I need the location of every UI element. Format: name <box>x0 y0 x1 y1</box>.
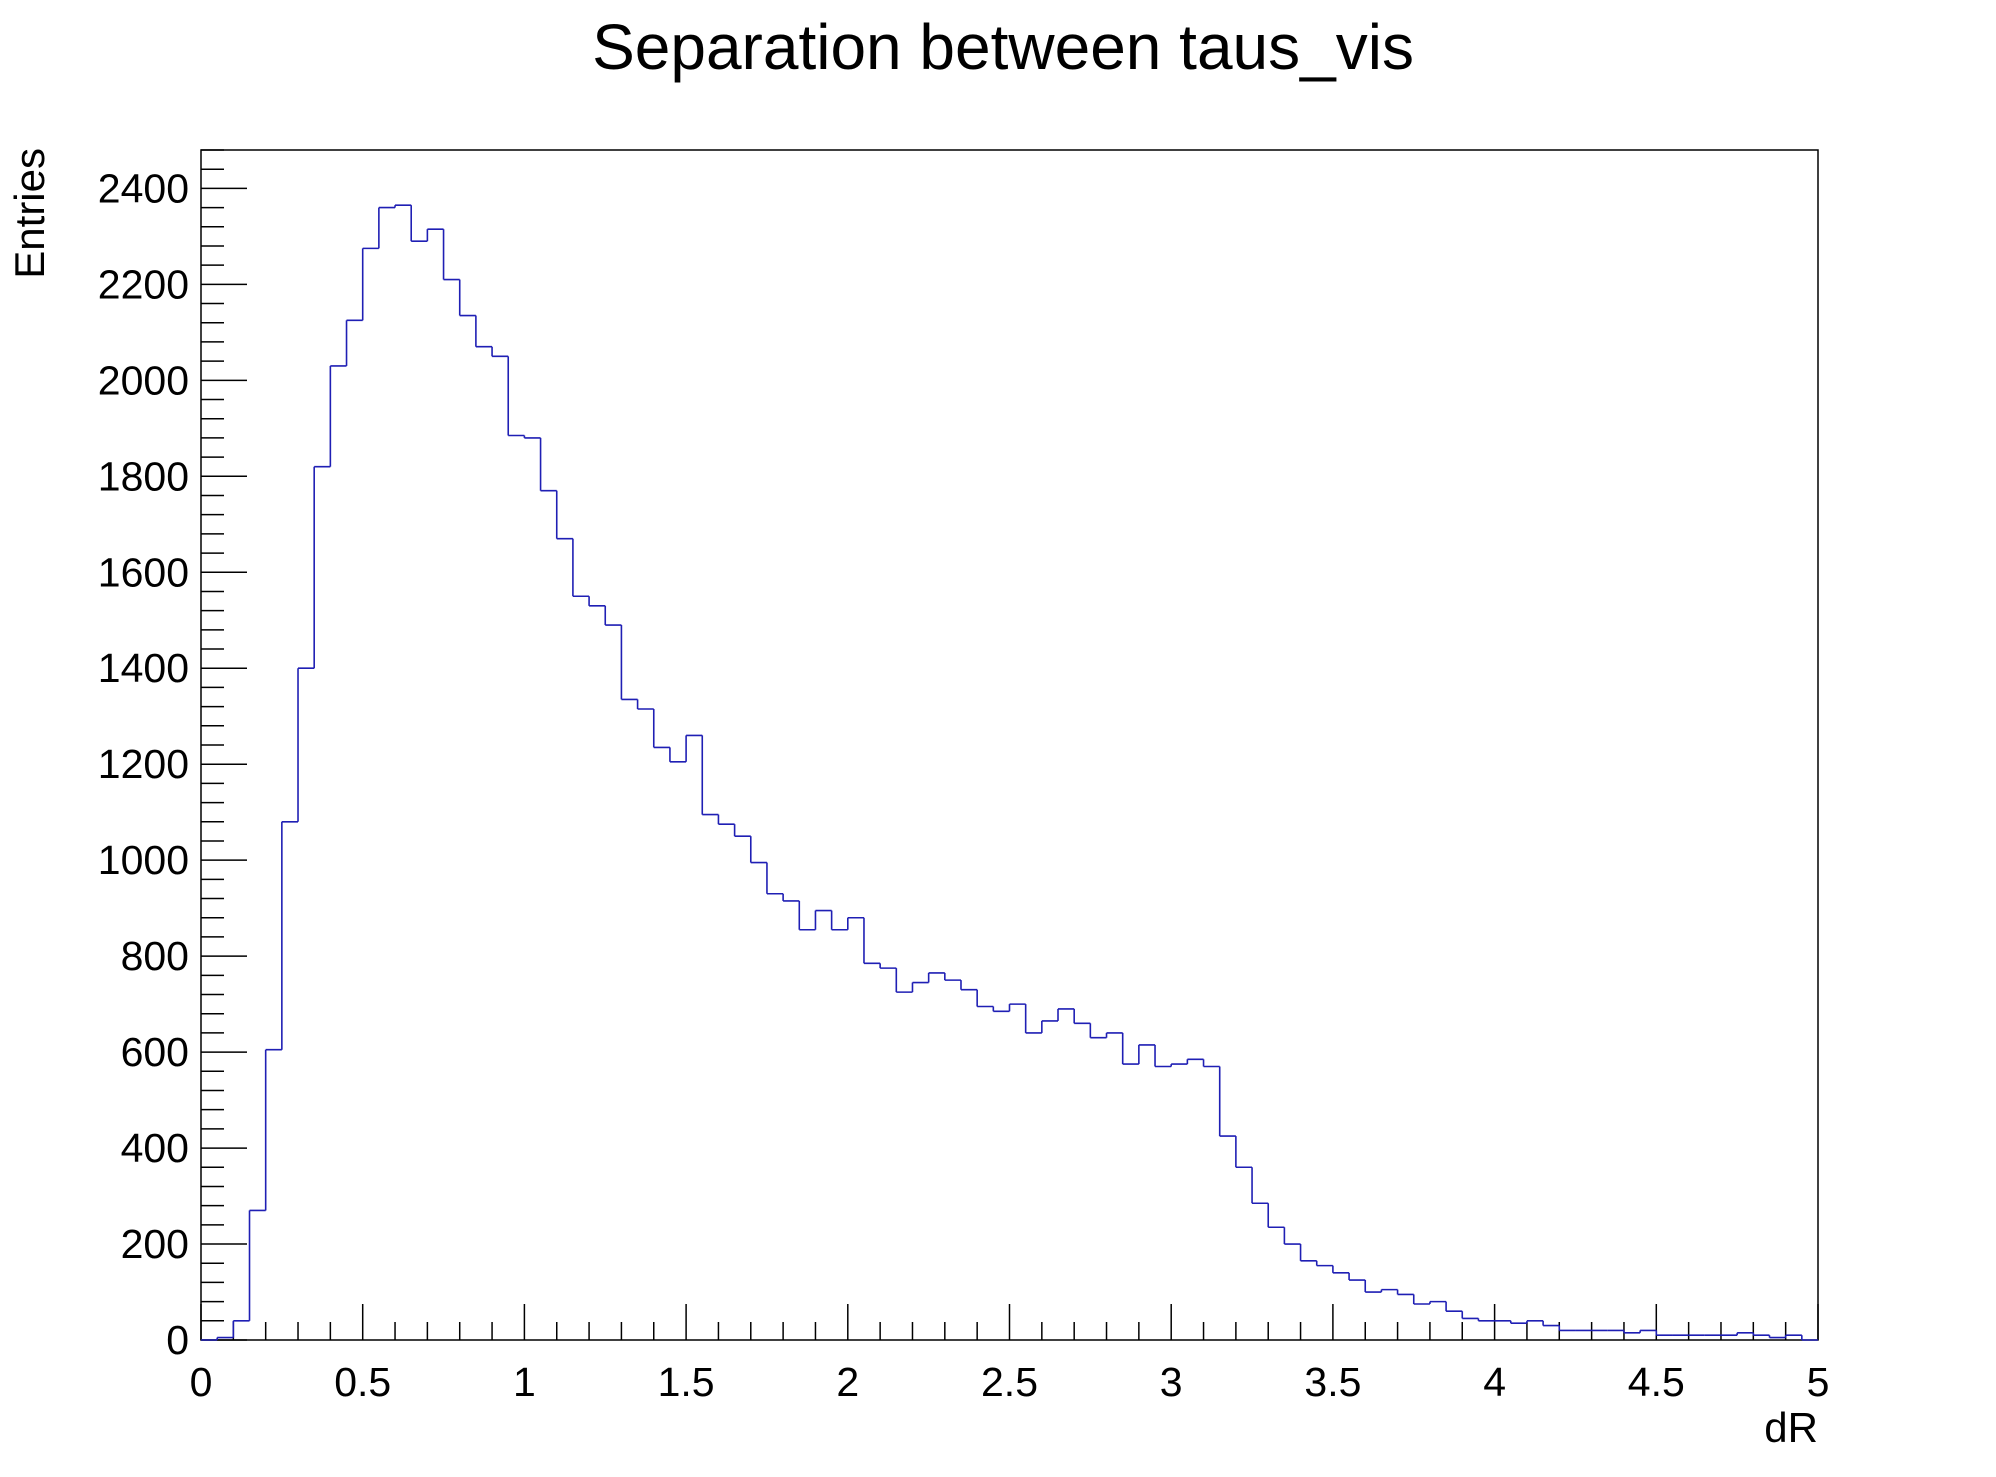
y-axis-ticks <box>201 149 247 1341</box>
x-tick-label: 1 <box>513 1359 536 1405</box>
y-tick-label: 2000 <box>98 357 189 403</box>
y-tick-label: 2200 <box>98 261 189 307</box>
chart-title: Separation between taus_vis <box>592 11 1414 83</box>
x-tick-label: 1.5 <box>658 1359 715 1405</box>
y-tick-label: 1600 <box>98 549 189 595</box>
y-tick-label: 600 <box>121 1029 189 1075</box>
y-axis-label: Entries <box>6 148 53 279</box>
histogram-bins <box>201 204 1818 1341</box>
x-tick-label: 5 <box>1807 1359 1830 1405</box>
y-tick-label: 1000 <box>98 837 189 883</box>
y-tick-label: 800 <box>121 933 189 979</box>
y-tick-label: 1800 <box>98 453 189 499</box>
x-tick-label: 0 <box>190 1359 213 1405</box>
x-axis-tick-labels: 0 0.5 1 1.5 2 2.5 3 3.5 4 4.5 5 <box>190 1359 1830 1405</box>
x-tick-label: 3.5 <box>1304 1359 1361 1405</box>
x-tick-label: 4.5 <box>1628 1359 1685 1405</box>
x-tick-label: 3 <box>1160 1359 1183 1405</box>
x-axis-label: dR <box>1764 1404 1818 1451</box>
y-tick-label: 0 <box>166 1317 189 1363</box>
x-tick-label: 2.5 <box>981 1359 1038 1405</box>
x-tick-label: 2 <box>836 1359 859 1405</box>
y-tick-label: 2400 <box>98 165 189 211</box>
x-tick-label: 0.5 <box>334 1359 391 1405</box>
x-tick-label: 4 <box>1483 1359 1506 1405</box>
plot-frame <box>200 149 1819 1341</box>
x-axis-ticks <box>200 1304 1819 1340</box>
y-tick-label: 200 <box>121 1221 189 1267</box>
y-tick-label: 1400 <box>98 645 189 691</box>
y-tick-label: 1200 <box>98 741 189 787</box>
y-tick-label: 400 <box>121 1125 189 1171</box>
y-axis-tick-labels: 0 200 400 600 800 1000 1200 1400 1600 1800 2000 220… <box>98 165 189 1363</box>
